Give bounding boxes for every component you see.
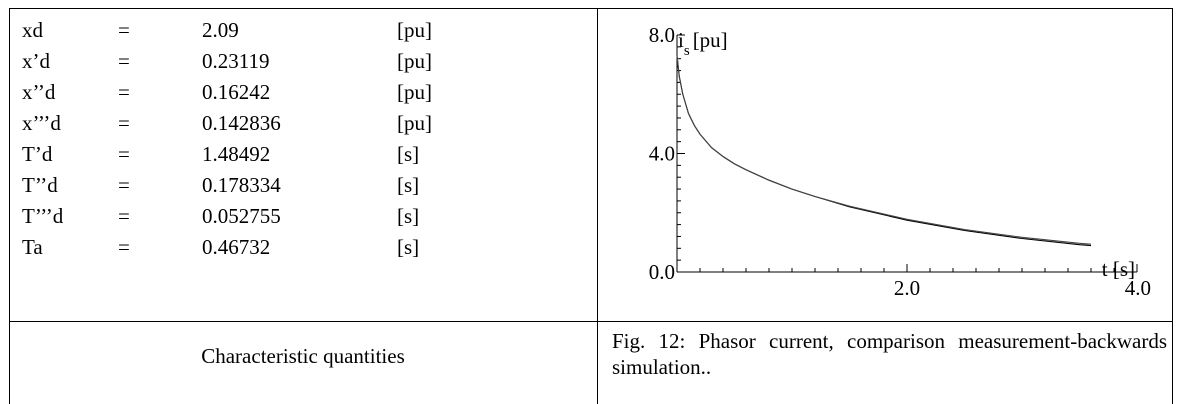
equals-sign: =: [118, 173, 130, 197]
table-border-right: [1172, 8, 1173, 404]
x-axis-label: t [s]: [1102, 257, 1135, 281]
parameter-unit: [s]: [397, 235, 420, 259]
equals-sign: =: [118, 111, 130, 135]
parameter-unit: [pu]: [397, 80, 432, 104]
table-border-mid: [597, 8, 598, 404]
y-axis-label: is [pu]: [678, 28, 728, 59]
equals-sign: =: [118, 49, 130, 73]
equals-sign: =: [118, 235, 130, 259]
figure-caption: Fig. 12: Phasor current, comparison meas…: [612, 329, 1167, 379]
parameter-value: 0.052755: [202, 204, 281, 228]
table-row-divider: [9, 321, 1173, 322]
series-line: [676, 55, 1092, 245]
parameter-unit: [s]: [397, 142, 420, 166]
parameter-value: 1.48492: [202, 142, 271, 166]
table-border-left: [9, 8, 10, 404]
parameter-name: x’’’d: [22, 111, 61, 135]
parameter-name: x’’d: [22, 80, 56, 104]
parameter-value: 0.142836: [202, 111, 281, 135]
parameter-name: T’d: [22, 142, 53, 166]
parameter-value: 2.09: [202, 18, 239, 42]
y-tick-label: 8.0: [649, 23, 675, 47]
phasor-current-chart: 8.0 4.0 0.0 2.0 4.0 is [pu] t [s]: [649, 23, 1151, 300]
y-tick-label: 0.0: [649, 260, 675, 284]
parameter-name: T’’’d: [22, 204, 64, 228]
equals-sign: =: [118, 142, 130, 166]
parameter-value: 0.46732: [202, 235, 271, 259]
caption-characteristic-quantities: Characteristic quantities: [201, 344, 405, 368]
parameter-name: T’’d: [22, 173, 58, 197]
parameter-name: xd: [22, 18, 43, 42]
parameter-name: x’d: [22, 49, 50, 73]
equals-sign: =: [118, 80, 130, 104]
x-tick-label: 4.0: [1125, 276, 1151, 300]
parameter-unit: [s]: [397, 173, 420, 197]
parameter-value: 0.16242: [202, 80, 271, 104]
equals-sign: =: [118, 18, 130, 42]
series-line: [676, 55, 1092, 247]
equals-sign: =: [118, 204, 130, 228]
x-tick-label: 2.0: [894, 276, 920, 300]
parameter-unit: [pu]: [397, 111, 432, 135]
figure-table: [9, 8, 1173, 404]
parameter-value: 0.178334: [202, 173, 281, 197]
parameter-unit: [s]: [397, 204, 420, 228]
parameter-unit: [pu]: [397, 18, 432, 42]
parameter-name: Ta: [22, 235, 43, 259]
parameter-unit: [pu]: [397, 49, 432, 73]
y-tick-label: 4.0: [649, 142, 675, 166]
table-border-top: [9, 8, 1173, 9]
parameter-value: 0.23119: [202, 49, 270, 73]
